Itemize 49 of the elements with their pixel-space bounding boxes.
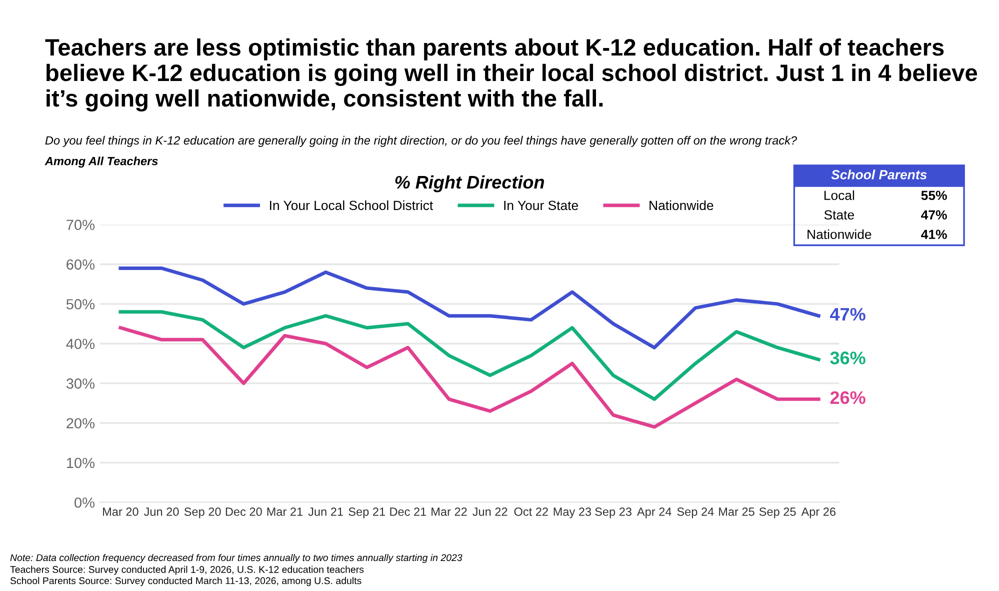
x-tick-label: Sep 21 xyxy=(348,508,385,518)
y-tick-label: 0% xyxy=(74,497,95,508)
text: 55% xyxy=(921,190,947,200)
x-tick-label: Sep 23 xyxy=(595,508,632,518)
x-tick-label: May 23 xyxy=(554,508,592,518)
x-tick-label: Apr 26 xyxy=(801,508,836,518)
y-tick-label: 10% xyxy=(66,458,95,468)
line-series xyxy=(118,266,820,350)
y-tick-label: 40% xyxy=(66,338,95,350)
text: Do you feel things in K-12 education are generally going in the right direction, or do you feel things have generally gotten off on the wrong track? xyxy=(45,136,798,147)
x-tick-label: Dec 20 xyxy=(226,508,262,516)
x-tick-label: Mar 20 xyxy=(103,508,138,516)
x-tick-label: Oct 22 xyxy=(514,508,548,516)
annotation: Nationwide xyxy=(808,229,872,240)
text: 41% xyxy=(921,230,947,240)
x-tick-label: Mar 25 xyxy=(719,508,754,516)
legend-label: Nationwide xyxy=(650,200,714,210)
x-tick-label: Sep 24 xyxy=(677,508,714,518)
text: Teachers Source: Survey conducted April 1-9, 2026, U.S. K-12 education teachers xyxy=(10,566,364,575)
text: 47% xyxy=(921,210,947,220)
data-label: 26% xyxy=(830,391,866,404)
legend-label: In Your Local School District xyxy=(270,200,434,210)
x-tick-label: Mar 22 xyxy=(432,508,467,516)
chart-subtitle: % Right Direction xyxy=(395,175,544,192)
text: Local xyxy=(824,190,854,200)
x-tick-label: Apr 24 xyxy=(636,508,672,518)
x-tick-label: Mar 21 xyxy=(267,508,303,516)
y-tick-label: 20% xyxy=(66,418,95,428)
line-series xyxy=(118,326,820,429)
y-tick-label: 30% xyxy=(66,378,95,389)
text: School Parents xyxy=(831,170,927,180)
data-label: 47% xyxy=(830,308,866,321)
x-tick-label: Jun 22 xyxy=(472,508,508,516)
y-tick-label: 60% xyxy=(66,259,95,270)
text: School Parents Source: Survey conducted March 11-13, 2026, among U.S. adults xyxy=(10,577,362,586)
x-tick-label: Jun 21 xyxy=(308,508,343,516)
y-tick-label: 70% xyxy=(66,220,95,230)
text: Note: Data collection frequency decreased from four times annually to two times annually starting in 2023 xyxy=(10,554,462,564)
x-tick-label: Dec 21 xyxy=(390,508,426,516)
text: State xyxy=(824,210,854,220)
data-label: 36% xyxy=(830,352,866,364)
x-tick-label: Sep 25 xyxy=(759,508,796,518)
x-tick-label: Sep 20 xyxy=(184,508,221,518)
chart-title: Teachers are less optimistic than parents about K-12 education. Half of teachers believe K-12 education is going well in their local school district. Just 1 in 4 believe it’s going well nationwide, consistent with the fall. xyxy=(45,38,978,112)
text: Among All Teachers xyxy=(44,156,158,168)
y-tick-label: 50% xyxy=(66,299,95,310)
legend-label: In Your State xyxy=(504,200,578,210)
line-series xyxy=(118,310,820,401)
x-tick-label: Jun 20 xyxy=(144,508,179,516)
